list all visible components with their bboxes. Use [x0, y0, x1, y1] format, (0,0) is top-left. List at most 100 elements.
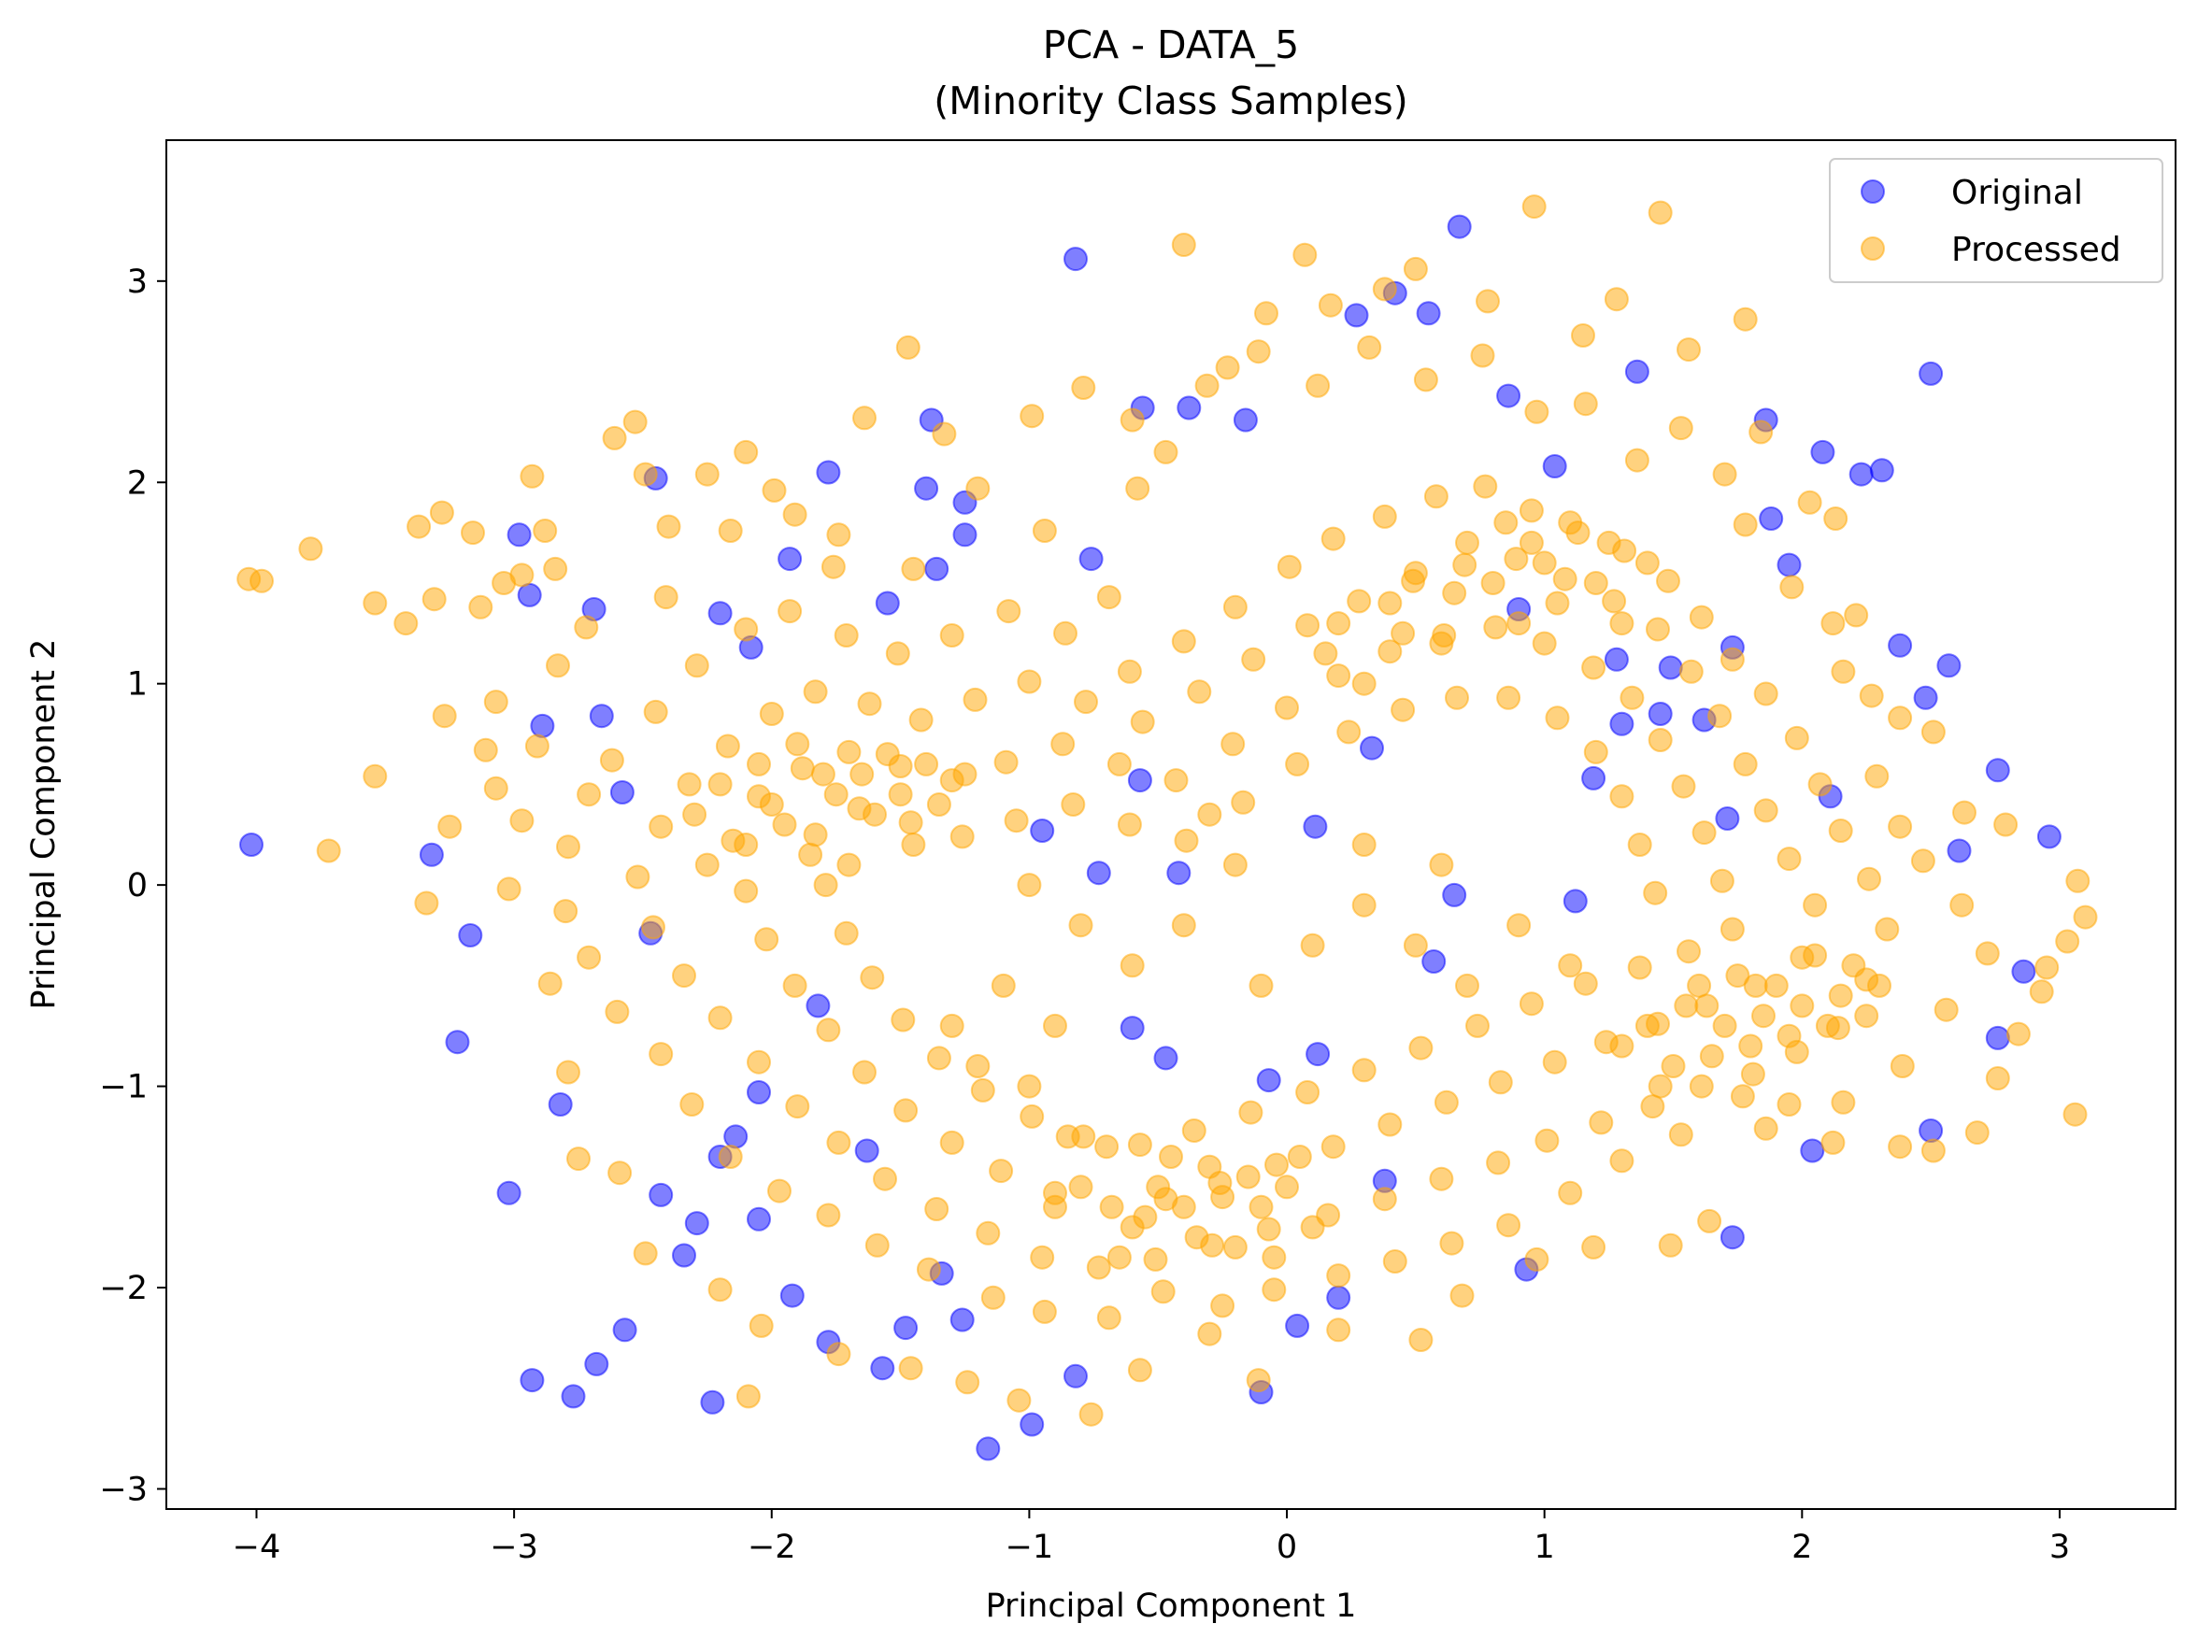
- point-processed-298: [1351, 1058, 1377, 1083]
- point-processed-144: [1210, 1293, 1235, 1318]
- point-processed-220: [715, 733, 740, 759]
- point-processed-356: [1634, 550, 1660, 576]
- point-original-18: [893, 1316, 919, 1341]
- point-processed-101: [546, 653, 570, 678]
- point-processed-50: [1648, 200, 1673, 225]
- point-processed-226: [1017, 669, 1042, 694]
- point-original-47: [1421, 949, 1447, 974]
- point-processed-223: [857, 691, 882, 717]
- point-processed-116: [1470, 343, 1495, 368]
- x-tick-label-3: −1: [1006, 1529, 1054, 1566]
- point-original-74: [1985, 1025, 2010, 1050]
- point-processed-327: [1609, 784, 1634, 809]
- point-processed-75: [1697, 1208, 1722, 1233]
- point-processed-336: [785, 732, 810, 757]
- point-processed-266: [754, 927, 779, 952]
- point-processed-140: [1439, 1231, 1464, 1256]
- point-processed-177: [1423, 484, 1449, 509]
- point-processed-175: [1320, 526, 1346, 551]
- point-processed-179: [1519, 498, 1544, 523]
- point-processed-416: [1455, 973, 1479, 998]
- point-processed-48: [1571, 323, 1595, 348]
- point-processed-399: [1300, 1215, 1325, 1240]
- point-processed-131: [1934, 997, 1959, 1022]
- point-processed-197: [1589, 1110, 1614, 1135]
- point-processed-373: [1790, 993, 1815, 1018]
- point-processed-317: [1117, 812, 1142, 837]
- point-processed-30: [762, 477, 787, 503]
- point-processed-325: [1545, 705, 1570, 731]
- point-processed-333: [863, 802, 887, 827]
- point-processed-252: [1434, 1089, 1459, 1115]
- point-processed-104: [782, 502, 807, 527]
- point-processed-386: [1699, 1044, 1724, 1069]
- point-processed-27: [653, 585, 678, 610]
- point-processed-423: [1300, 933, 1325, 958]
- point-original-28: [589, 704, 614, 729]
- point-processed-347: [901, 833, 926, 857]
- point-processed-70: [2062, 1102, 2088, 1127]
- point-processed-409: [1287, 1145, 1312, 1169]
- point-processed-389: [1854, 1004, 1879, 1029]
- point-processed-102: [656, 514, 681, 539]
- point-processed-283: [1483, 615, 1508, 640]
- point-processed-380: [1609, 1033, 1634, 1059]
- point-processed-82: [1246, 1368, 1271, 1393]
- point-processed-278: [1220, 732, 1246, 757]
- point-original-62: [1777, 552, 1802, 577]
- point-processed-14: [468, 594, 493, 620]
- point-processed-113: [1306, 373, 1331, 398]
- x-tick-label-6: 2: [1791, 1529, 1812, 1566]
- point-processed-235: [1504, 547, 1529, 572]
- point-original-48: [1442, 882, 1467, 907]
- point-processed-335: [734, 833, 759, 857]
- point-processed-402: [1159, 1145, 1183, 1169]
- point-original-15: [779, 1283, 805, 1308]
- point-processed-224: [908, 707, 934, 733]
- point-processed-135: [1730, 1084, 1755, 1109]
- point-processed-125: [1831, 659, 1856, 684]
- point-original-32: [778, 547, 803, 572]
- point-processed-172: [1171, 629, 1196, 654]
- point-processed-111: [1194, 373, 1220, 398]
- point-processed-10: [429, 500, 454, 525]
- point-processed-240: [1707, 704, 1733, 729]
- point-processed-195: [1689, 1074, 1714, 1099]
- point-original-56: [1624, 359, 1649, 384]
- point-processed-118: [1573, 392, 1598, 417]
- y-tick-label-5: 2: [127, 464, 148, 502]
- point-processed-290: [1709, 868, 1734, 893]
- point-processed-60: [1952, 800, 1977, 825]
- point-processed-112: [1246, 339, 1271, 364]
- legend-label-original: Original: [1951, 174, 2083, 212]
- point-original-14: [747, 1206, 771, 1232]
- point-processed-244: [1803, 892, 1828, 918]
- legend-marker-processed: [1861, 236, 1885, 261]
- point-processed-288: [1671, 774, 1696, 799]
- legend-marker-original: [1861, 179, 1885, 204]
- point-original-69: [1936, 653, 1962, 678]
- point-processed-141: [1382, 1249, 1407, 1274]
- point-processed-52: [1733, 306, 1758, 332]
- point-processed-72: [1888, 1134, 1913, 1160]
- point-processed-284: [1532, 631, 1557, 656]
- point-original-21: [1063, 1363, 1088, 1389]
- point-processed-43: [1318, 292, 1343, 318]
- point-processed-397: [1197, 1154, 1222, 1179]
- point-processed-309: [834, 920, 859, 946]
- point-processed-299: [1295, 1080, 1320, 1104]
- point-processed-363: [1313, 641, 1338, 666]
- point-processed-300: [1238, 1100, 1263, 1125]
- point-original-52: [1496, 383, 1521, 408]
- point-processed-213: [747, 1049, 771, 1075]
- point-processed-148: [980, 1285, 1006, 1310]
- point-processed-350: [1326, 611, 1351, 636]
- plot-frame: [165, 139, 2176, 1510]
- point-processed-160: [577, 782, 602, 807]
- point-processed-372: [1738, 1033, 1763, 1059]
- x-tick-label-5: 1: [1534, 1529, 1555, 1566]
- point-processed-23: [574, 615, 599, 640]
- point-processed-285: [1581, 655, 1606, 680]
- point-processed-395: [1094, 1134, 1120, 1160]
- point-processed-182: [1656, 568, 1680, 593]
